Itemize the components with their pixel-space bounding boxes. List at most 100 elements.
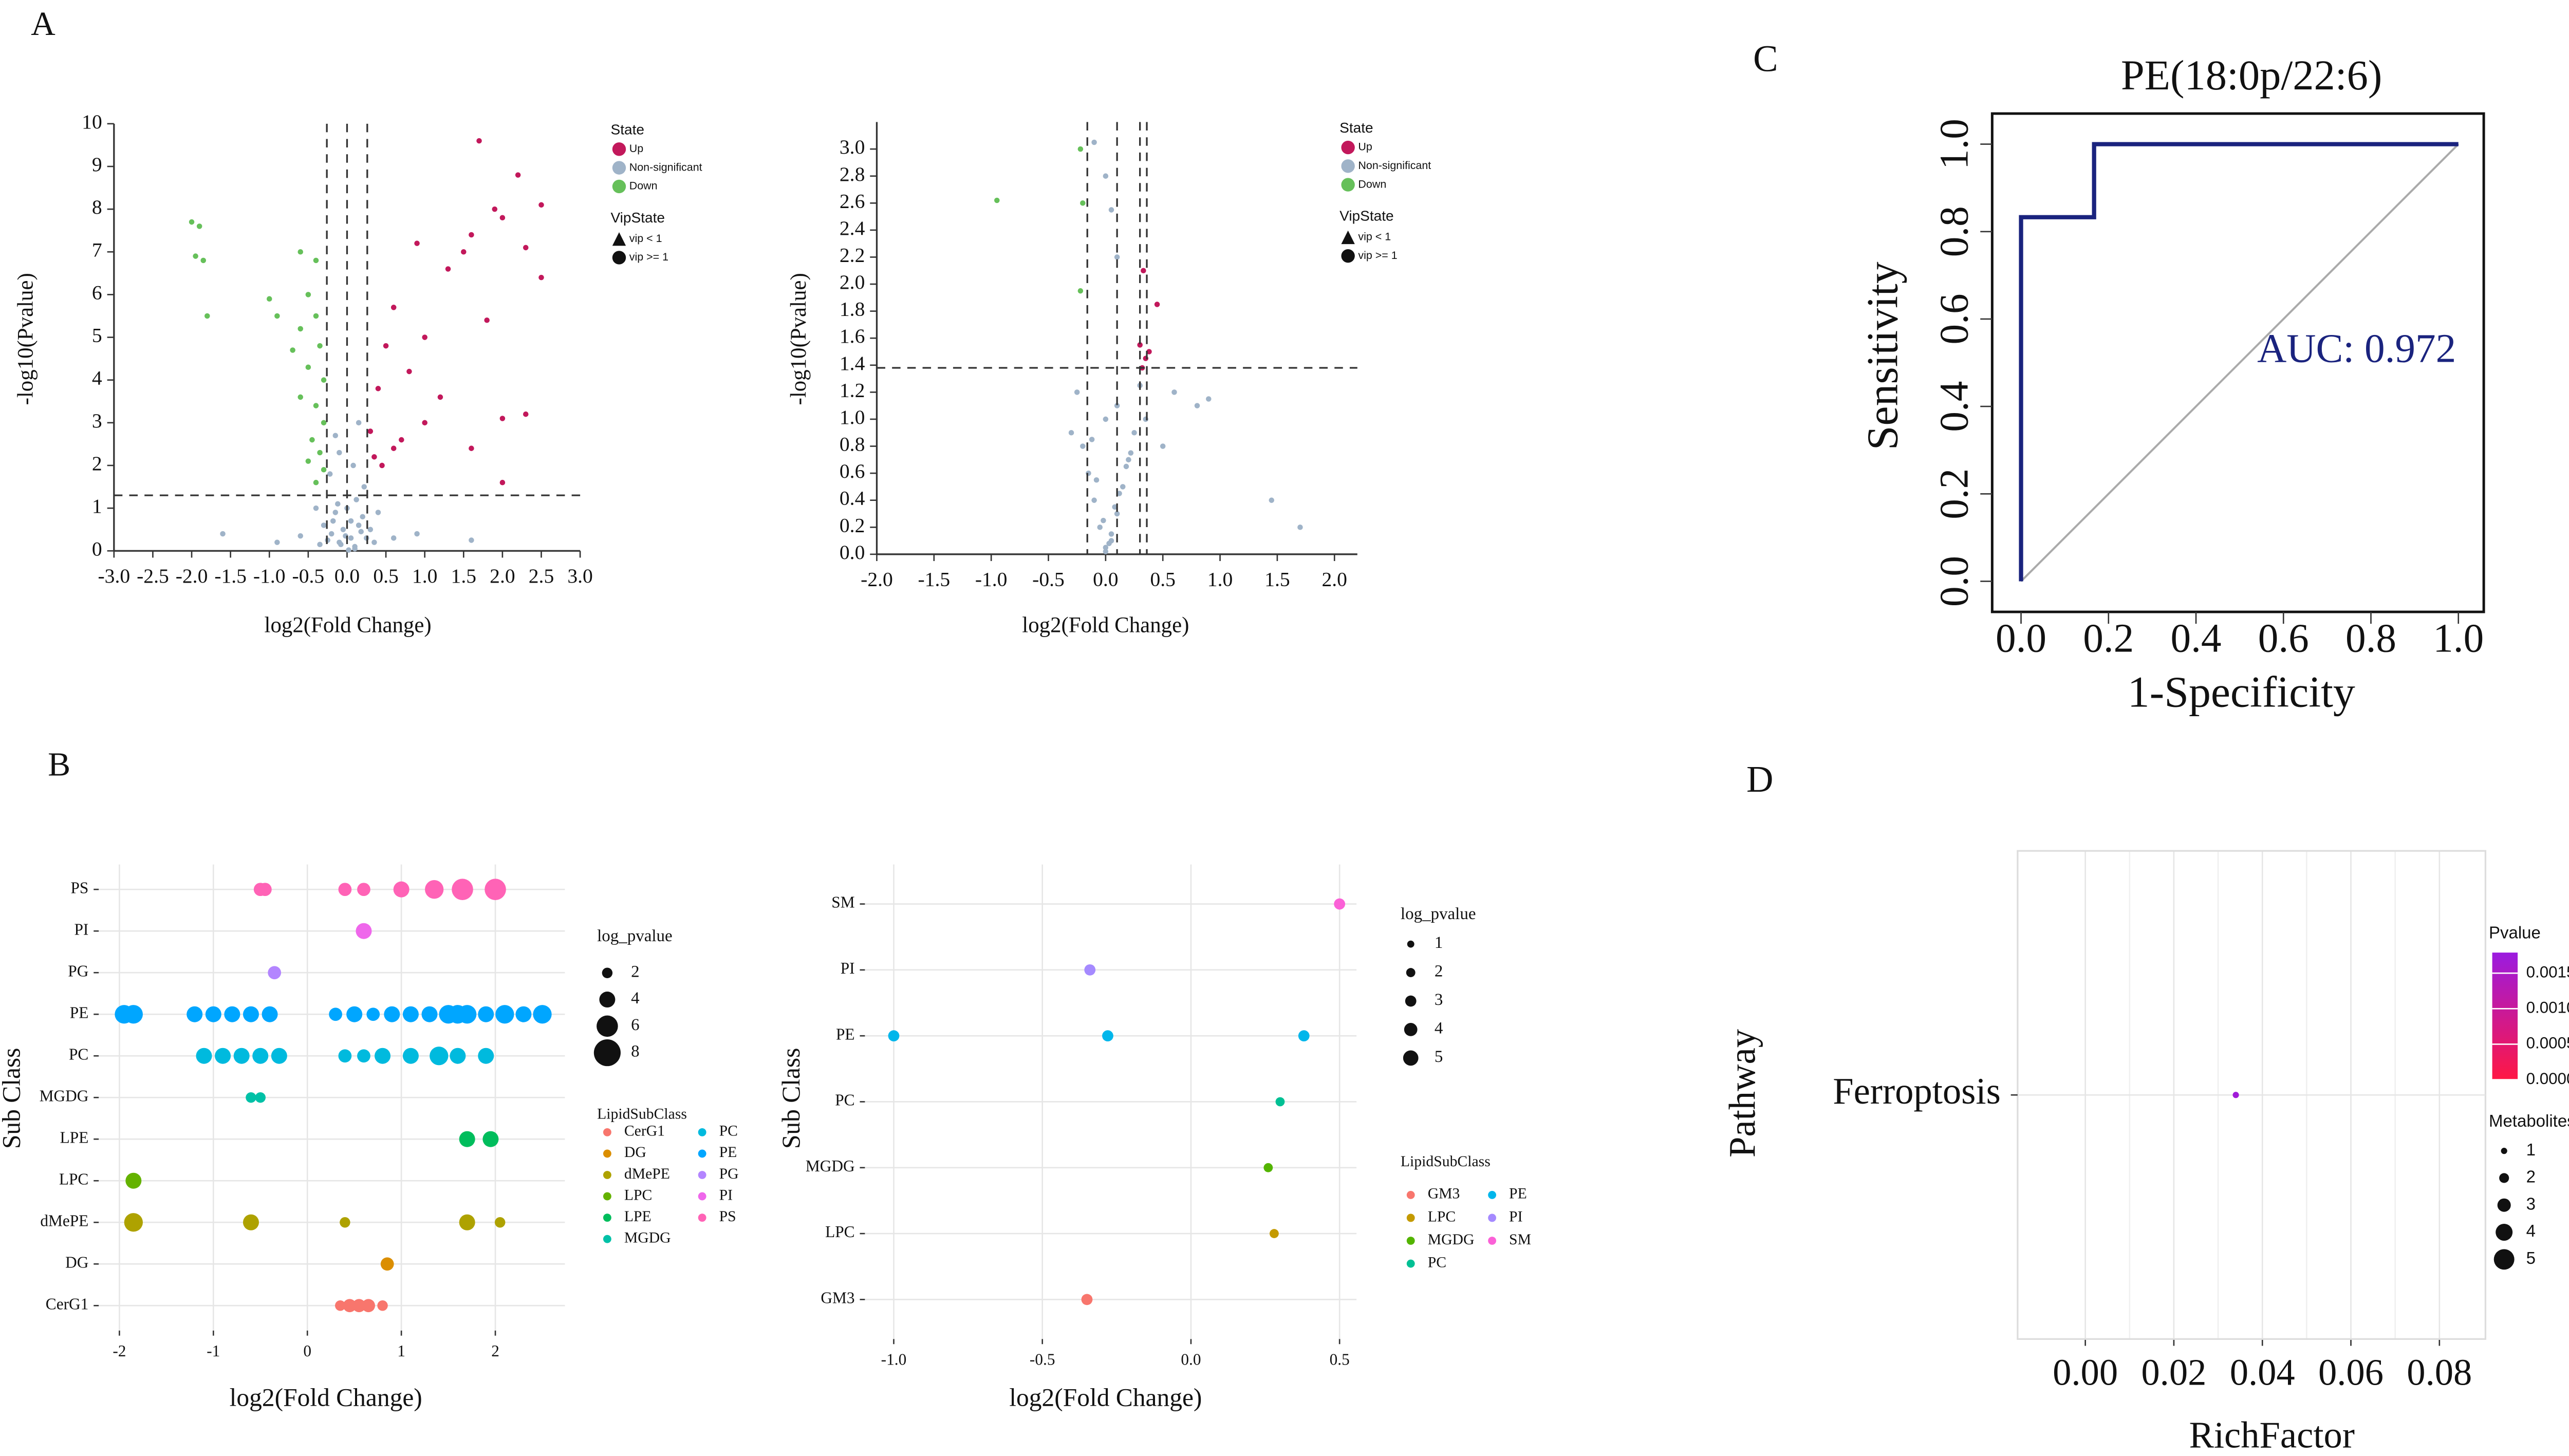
point [327,471,333,477]
x-tick-label: -1.0 [881,1350,907,1368]
bubble [357,1049,370,1063]
bubble [384,1006,400,1022]
point [305,364,311,370]
bubble [268,966,282,980]
legend-swatch [1403,1050,1419,1066]
legend-label: PI [719,1187,733,1203]
point [297,326,304,332]
legend-swatch [2496,1224,2513,1241]
point [220,531,226,537]
chart-title: PE(18:0p/22:6) [2121,52,2382,99]
bubble [458,1005,477,1024]
x-tick-label: 1.0 [2433,616,2484,661]
y-tick-label: 0.0 [840,541,865,564]
point [390,535,397,541]
point [1114,403,1120,408]
point [321,377,327,383]
legend-swatch [603,1235,611,1243]
point [1123,463,1129,470]
legend-title: State [1339,120,1373,136]
bubble [335,1300,346,1311]
y-tick-label: 1.0 [1932,119,1977,170]
legend-swatch [603,1149,611,1158]
point [1108,531,1114,537]
point [371,539,377,545]
point [469,537,474,543]
point [484,318,490,323]
bubble [515,1006,532,1022]
legend-swatch [1341,159,1355,173]
legend-swatch [1406,1237,1415,1245]
point [337,450,342,456]
y-tick-label: LPE [60,1128,89,1146]
x-tick-label: 0.06 [2318,1352,2384,1393]
point [274,313,280,319]
colorbar [2492,953,2518,1080]
bubble [338,883,352,897]
legend-swatch [593,1039,621,1067]
y-tick-label: 2.0 [840,271,865,293]
point [390,445,397,451]
bubble [1263,1163,1273,1172]
legend-label: PS [719,1208,736,1225]
point [313,403,319,408]
point [1141,268,1146,274]
point [356,420,362,426]
bubble [402,1048,419,1064]
legend-swatch [603,1192,611,1201]
legend-label: MGDG [624,1230,671,1246]
x-tick-label: -1.0 [253,565,286,587]
x-tick-label: -2.5 [137,565,169,587]
point [379,462,385,469]
y-axis-label: -log10(Pvalue) [13,273,38,405]
bubble [187,1006,203,1022]
legend-label: vip < 1 [629,232,662,245]
legend-label: 1 [2526,1140,2536,1159]
bubble [233,1048,250,1064]
legend-swatch [1488,1237,1496,1245]
x-tick-label: -0.5 [292,565,325,587]
point [1103,416,1109,422]
point [1171,389,1177,395]
bubble [375,1048,391,1064]
y-tick-label: PE [836,1025,855,1043]
point [375,510,381,515]
legend-label: Non-significant [1358,159,1431,172]
point [297,394,304,400]
bubble [459,1131,475,1147]
point [321,466,327,473]
point [1101,517,1106,524]
point [1137,342,1143,348]
bubble [356,923,372,939]
point [317,343,323,349]
bubble [1334,898,1346,910]
diagonal [2020,143,2460,582]
point [499,416,506,421]
legend-swatch [603,1214,611,1222]
point [538,202,544,208]
legend-label: vip >= 1 [629,251,668,263]
y-tick-label: PI [74,920,88,938]
y-tick-label: 0.2 [1932,469,1977,519]
y-tick-label: 1.0 [840,406,865,428]
point [313,479,319,486]
point [348,518,354,524]
legend-label: PE [719,1144,737,1161]
x-tick-label: 0 [303,1342,311,1360]
bubble [338,1049,352,1063]
point [414,531,420,537]
y-axis-label: Pathway [1722,1029,1763,1158]
legend-title: VipState [610,210,664,226]
y-tick-label: PC [69,1045,88,1063]
x-axis-label: RichFactor [2189,1414,2355,1456]
point [1120,484,1126,490]
y-tick-label: 2.2 [840,244,865,267]
point [399,437,404,443]
point [1068,430,1074,436]
x-tick-label: 0.5 [373,565,398,587]
point [1206,396,1212,402]
y-tick-label: 0.6 [840,460,865,482]
legend-swatch [612,251,626,265]
bubble [352,1299,366,1313]
